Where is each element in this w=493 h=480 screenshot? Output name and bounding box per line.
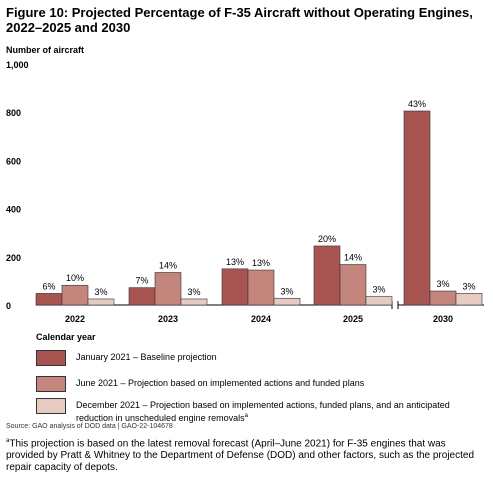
- bar: [365, 296, 393, 306]
- legend-label-december-text: December 2021 – Projection based on impl…: [76, 400, 450, 423]
- bar-chart: 0 200 400 600 800 1,000 6% 10% 3% 2022 7% 14% 3% 2023…: [6, 60, 484, 324]
- footnote-text: This projection is based on the latest r…: [6, 438, 475, 474]
- x-axis-label: Calendar year: [36, 332, 96, 342]
- legend-swatch-january: [36, 350, 66, 366]
- bar: [339, 264, 367, 306]
- data-label: 3%: [94, 287, 107, 297]
- y-tick-label: 200: [6, 253, 21, 263]
- source-note: Source: GAO analysis of DOD data | GAO-2…: [6, 423, 173, 430]
- bar: [35, 293, 63, 306]
- legend-swatch-december: [36, 398, 66, 414]
- bar: [87, 298, 115, 306]
- data-label: 10%: [66, 273, 84, 283]
- data-label: 43%: [408, 99, 426, 109]
- legend-item-january: January 2021 – Baseline projection: [36, 350, 476, 366]
- data-label: 13%: [226, 257, 244, 267]
- bar: [61, 284, 89, 306]
- x-tick-label: 2030: [433, 314, 453, 324]
- legend-footnote-marker: a: [244, 413, 248, 419]
- y-tick-label: 800: [6, 108, 21, 118]
- legend-label-december: December 2021 – Projection based on impl…: [76, 398, 476, 424]
- data-label: 13%: [252, 258, 270, 268]
- bar: [429, 290, 457, 306]
- bar: [180, 298, 208, 306]
- footnote-marker: a: [6, 438, 10, 444]
- data-label: 3%: [280, 286, 293, 296]
- bar: [154, 272, 182, 306]
- data-label: 3%: [372, 285, 385, 295]
- y-tick-label: 600: [6, 156, 21, 166]
- legend-label-june: June 2021 – Projection based on implemen…: [76, 378, 365, 388]
- y-tick-label: 1,000: [6, 60, 29, 70]
- data-label: 7%: [135, 276, 148, 286]
- bar: [221, 268, 249, 306]
- legend-item-june: June 2021 – Projection based on implemen…: [36, 376, 476, 392]
- x-tick-label: 2024: [251, 314, 271, 324]
- data-label: 20%: [318, 234, 336, 244]
- y-axis-label: Number of aircraft: [6, 45, 85, 55]
- x-tick-label: 2025: [343, 314, 363, 324]
- legend-item-december: December 2021 – Projection based on impl…: [36, 398, 476, 424]
- bar: [273, 297, 301, 306]
- legend-label-january: January 2021 – Baseline projection: [76, 352, 217, 362]
- x-tick-label: 2023: [158, 314, 178, 324]
- y-tick-label: 400: [6, 205, 21, 215]
- x-tick-label: 2022: [65, 314, 85, 324]
- legend-swatch-june: [36, 376, 66, 392]
- bar: [247, 269, 275, 306]
- bar: [403, 110, 431, 306]
- bar: [128, 287, 156, 306]
- bar: [313, 245, 341, 306]
- data-label: 3%: [187, 287, 200, 297]
- data-label: 14%: [159, 260, 177, 270]
- data-label: 3%: [462, 281, 475, 291]
- data-label: 3%: [436, 279, 449, 289]
- y-tick-label: 0: [6, 301, 11, 311]
- data-label: 6%: [42, 281, 55, 291]
- data-label: 14%: [344, 253, 362, 263]
- figure-title: Figure 10: Projected Percentage of F-35 …: [6, 5, 473, 35]
- bar: [455, 293, 483, 306]
- footnote: aThis projection is based on the latest …: [6, 435, 486, 474]
